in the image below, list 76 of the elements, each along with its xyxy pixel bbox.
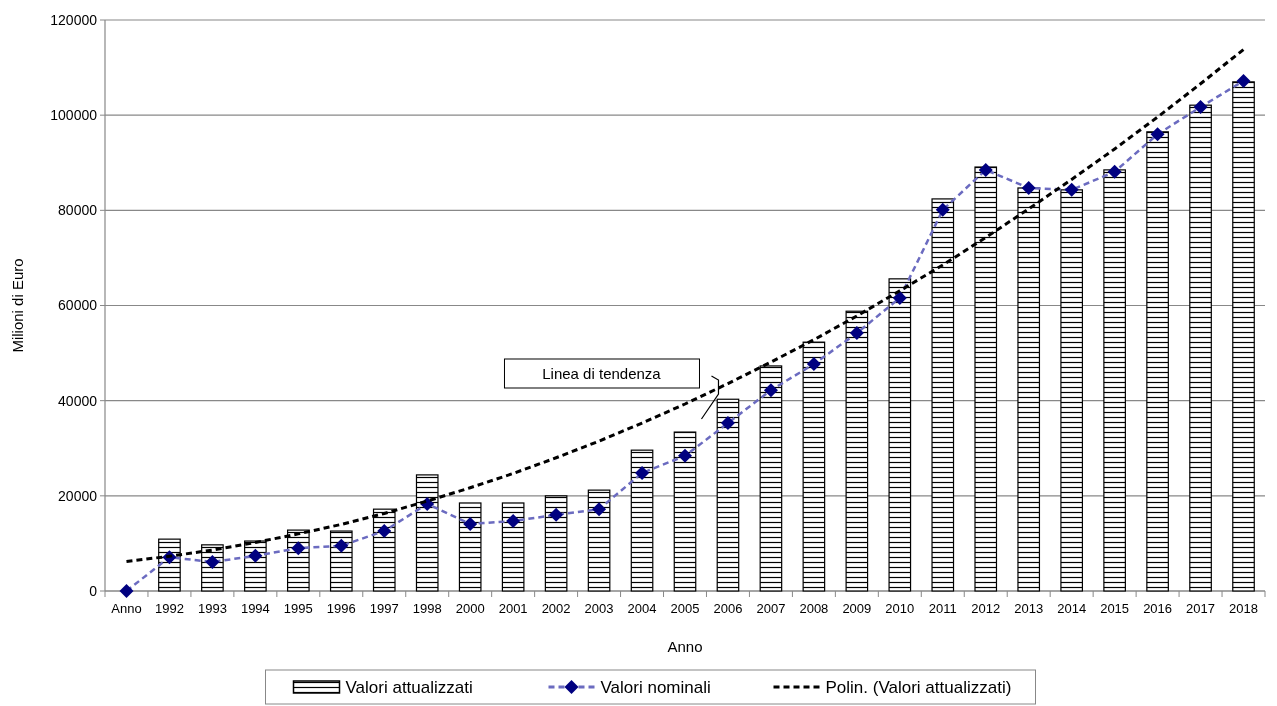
point (1150, 127, 1165, 142)
x-tick-label: 2008 (799, 601, 829, 616)
point (377, 524, 392, 539)
legend-label: Valori nominali (600, 677, 711, 697)
x-axis-title: Anno (667, 638, 703, 655)
x-tick-label: 2014 (1057, 601, 1087, 616)
y-tick-label: 0 (89, 582, 98, 599)
legend-label: Polin. (Valori attualizzati) (825, 677, 1012, 697)
point (334, 538, 349, 553)
point (1107, 164, 1122, 179)
x-tick-label: 2013 (1014, 601, 1044, 616)
point (291, 541, 306, 556)
x-tick-label: 1996 (326, 601, 356, 616)
bar (458, 502, 482, 592)
point (763, 383, 778, 398)
point (1064, 182, 1079, 197)
point (1236, 73, 1251, 88)
point (1021, 180, 1036, 195)
x-tick-label: 1998 (412, 601, 442, 616)
point (678, 448, 692, 463)
point (119, 584, 134, 598)
x-tick-label: 1993 (197, 601, 227, 616)
x-tick-label: 2001 (498, 601, 528, 616)
bar (544, 495, 568, 592)
x-tick-label: 1995 (283, 601, 313, 616)
point (935, 202, 950, 217)
x-tick-label: 2011 (928, 601, 957, 616)
bar (1232, 81, 1255, 592)
y-tick-label: 80000 (58, 202, 98, 219)
point (506, 514, 521, 529)
y-tick-label: 20000 (58, 487, 98, 504)
x-tick-label: Anno (111, 601, 142, 616)
point (806, 357, 821, 372)
point (892, 290, 907, 305)
x-tick-label: 1992 (154, 601, 184, 616)
x-tick-label: 2017 (1186, 601, 1216, 616)
point (1193, 100, 1208, 115)
y-tick-label: 60000 (58, 297, 98, 314)
bar (673, 431, 697, 592)
y-tick-label: 100000 (50, 107, 98, 124)
bar (1103, 169, 1126, 592)
x-tick-label: 1997 (369, 601, 399, 616)
point (720, 416, 735, 431)
bar (1189, 104, 1212, 592)
x-tick-label: 2012 (971, 601, 1001, 616)
bar (587, 489, 611, 592)
x-tick-label: 2002 (541, 601, 571, 616)
x-tick-label: 2005 (670, 601, 700, 616)
x-tick-label: 2006 (713, 601, 743, 616)
point (849, 326, 864, 341)
y-axis-title: Milioni di Euro (9, 258, 26, 353)
x-tick-label: 2016 (1143, 601, 1173, 616)
bar (329, 530, 353, 592)
bar (716, 398, 740, 592)
point (248, 548, 263, 563)
point (463, 516, 478, 531)
x-tick-label: 2015 (1100, 601, 1130, 616)
bar (1146, 131, 1169, 592)
legend-label: Valori attualizzati (345, 677, 473, 697)
bar (501, 502, 525, 592)
x-tick-label: 2007 (756, 601, 786, 616)
point (635, 465, 650, 480)
point (549, 507, 564, 522)
point (978, 162, 993, 177)
x-tick-label: 2009 (842, 601, 872, 616)
x-tick-label: 1994 (240, 601, 270, 616)
x-tick-label: 2004 (627, 601, 657, 616)
x-tick-label: 2000 (455, 601, 485, 616)
x-tick-label: 2018 (1229, 601, 1258, 616)
x-tick-label: 2003 (584, 601, 614, 616)
x-tick-label: 2010 (885, 601, 915, 616)
y-tick-label: 120000 (50, 11, 98, 28)
point (592, 502, 607, 517)
y-tick-label: 40000 (58, 392, 98, 409)
annotation: Linea di tendenza (542, 365, 662, 382)
bar (630, 449, 654, 592)
